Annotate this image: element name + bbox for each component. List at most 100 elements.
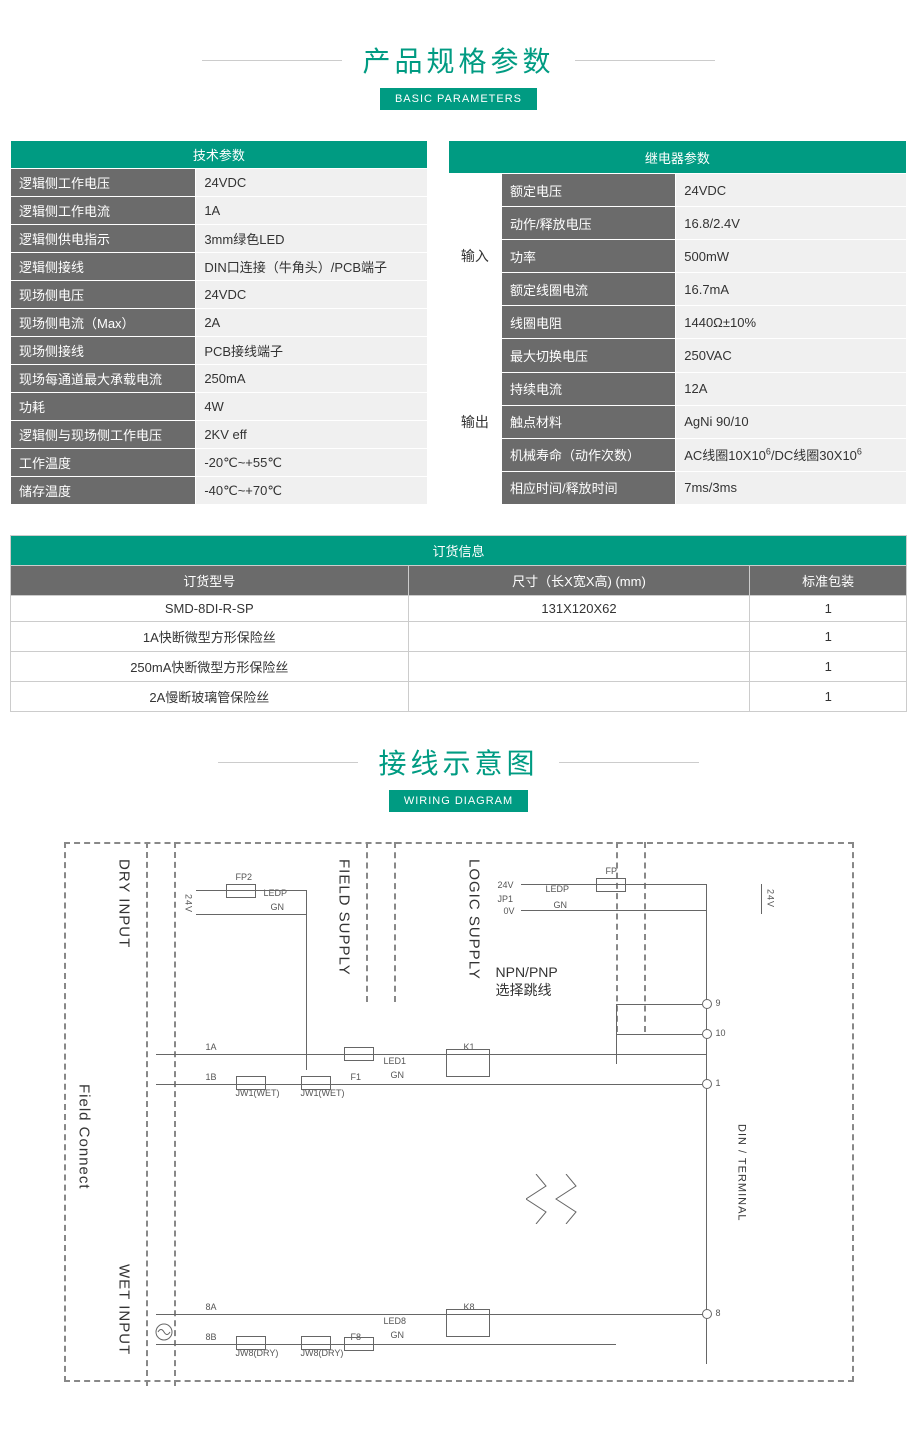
order-cell: 1A快断微型方形保险丝 [11,622,409,652]
relay-param-value: 16.7mA [676,273,907,306]
order-col-header: 标准包装 [750,566,907,596]
order-col-header: 尺寸（长X宽X高) (mm) [408,566,750,596]
tech-param-label: 逻辑侧工作电流 [11,197,196,225]
tech-param-value: 4W [196,393,427,421]
order-cell: 1 [750,652,907,682]
section-title-en: BASIC PARAMETERS [380,88,537,110]
order-cell [408,622,750,652]
tech-params-header: 技术参数 [11,141,428,169]
label-npn-pnp-sub: 选择跳线 [496,982,552,998]
txt-gn8: GN [391,1330,405,1340]
relay-param-label: 额定电压 [502,174,676,207]
section2-title-en: WIRING DIAGRAM [389,790,528,812]
txt-ledp-r: LEDP [546,884,570,894]
relay-param-label: 动作/释放电压 [502,207,676,240]
tech-param-value: 2A [196,309,427,337]
txt-t10: 10 [716,1028,726,1038]
label-wet-input: WET INPUT [116,1264,133,1355]
tech-params-table: 技术参数 逻辑侧工作电压 24VDC逻辑侧工作电流 1A逻辑侧供电指示 3mm绿… [10,140,428,505]
order-cell [408,652,750,682]
txt-led8: LED8 [384,1316,407,1326]
tech-param-value: -20℃~+55℃ [196,449,427,477]
relay-param-value: 250VAC [676,339,907,372]
txt-gn1: GN [391,1070,405,1080]
relay-param-label: 额定线圈电流 [502,273,676,306]
txt-24v-field: 24V [184,894,194,913]
relay-param-value: 1440Ω±10% [676,306,907,339]
relay-param-value: 7ms/3ms [676,471,907,504]
section2-title-cn: 接线示意图 [378,742,538,782]
order-cell: 1 [750,596,907,622]
tech-param-value: 250mA [196,365,427,393]
txt-fp: FP [606,866,618,876]
relay-param-label: 持续电流 [502,372,676,405]
order-cell: 2A慢断玻璃管保险丝 [11,682,409,712]
txt-jp1: JP1 [498,894,514,904]
tech-param-label: 工作温度 [11,449,196,477]
txt-24v-right: 24V [766,889,776,908]
tech-param-label: 现场侧接线 [11,337,196,365]
order-cell: 250mA快断微型方形保险丝 [11,652,409,682]
order-cell [408,682,750,712]
tech-param-value: 24VDC [196,169,427,197]
relay-param-label: 机械寿命（动作次数） [502,438,676,471]
txt-led1: LED1 [384,1056,407,1066]
txt-8a: 8A [206,1302,217,1312]
txt-1a: 1A [206,1042,217,1052]
txt-0v-logic: 0V [504,906,515,916]
tech-param-label: 现场侧电压 [11,281,196,309]
tech-param-value: -40℃~+70℃ [196,477,427,505]
relay-param-value: 16.8/2.4V [676,207,907,240]
relay-param-label: 相应时间/释放时间 [502,471,676,504]
relay-param-label: 功率 [502,240,676,273]
label-field-connect: Field Connect [76,1084,93,1190]
txt-1b: 1B [206,1072,217,1082]
tech-param-label: 储存温度 [11,477,196,505]
wiring-diagram: Field Connect DRY INPUT WET INPUT FIELD … [64,842,854,1382]
txt-gn-l: GN [271,902,285,912]
relay-param-value: 12A [676,372,907,405]
tech-param-value: 24VDC [196,281,427,309]
params-tables-row: 技术参数 逻辑侧工作电压 24VDC逻辑侧工作电流 1A逻辑侧供电指示 3mm绿… [0,140,917,505]
label-dry-input: DRY INPUT [116,859,133,948]
order-cell: SMD-8DI-R-SP [11,596,409,622]
txt-8b: 8B [206,1332,217,1342]
relay-param-value: 500mW [676,240,907,273]
order-cell: 131X120X62 [408,596,750,622]
order-cell: 1 [750,622,907,652]
txt-t1: 1 [716,1078,721,1088]
label-logic-supply: LOGIC SUPPLY [466,859,483,980]
section-wiring-header: 接线示意图 WIRING DIAGRAM [0,742,917,812]
relay-param-value: 24VDC [676,174,907,207]
tech-param-label: 逻辑侧接线 [11,253,196,281]
relay-input-group: 输入 [448,174,501,339]
tech-param-value: 2KV eff [196,421,427,449]
label-din-terminal: DIN / TERMINAL [736,1124,748,1222]
txt-fp2: FP2 [236,872,253,882]
relay-param-label: 触点材料 [502,405,676,438]
label-npn-pnp: NPN/PNP [496,964,558,980]
order-cell: 1 [750,682,907,712]
txt-t8: 8 [716,1308,721,1318]
relay-param-value: AgNi 90/10 [676,405,907,438]
order-info-header: 订货信息 [11,536,907,566]
tech-param-label: 功耗 [11,393,196,421]
relay-param-label: 线圈电阻 [502,306,676,339]
section-title-cn: 产品规格参数 [362,40,554,80]
tech-param-value: 1A [196,197,427,225]
section-basic-params-header: 产品规格参数 BASIC PARAMETERS [0,40,917,110]
txt-24v-logic: 24V [498,880,514,890]
tech-param-value: PCB接线端子 [196,337,427,365]
order-info-table: 订货信息 订货型号尺寸（长X宽X高) (mm)标准包装 SMD-8DI-R-SP… [10,535,907,712]
tech-param-value: 3mm绿色LED [196,225,427,253]
relay-params-header: 继电器参数 [448,141,906,174]
tech-param-label: 现场侧电流（Max） [11,309,196,337]
label-field-supply: FIELD SUPPLY [336,859,353,976]
txt-gn-r: GN [554,900,568,910]
order-col-header: 订货型号 [11,566,409,596]
relay-param-label: 最大切换电压 [502,339,676,372]
relay-param-value: AC线圈10X106/DC线圈30X106 [676,438,907,471]
txt-t9: 9 [716,998,721,1008]
tech-param-label: 逻辑侧工作电压 [11,169,196,197]
tech-param-label: 逻辑侧与现场侧工作电压 [11,421,196,449]
